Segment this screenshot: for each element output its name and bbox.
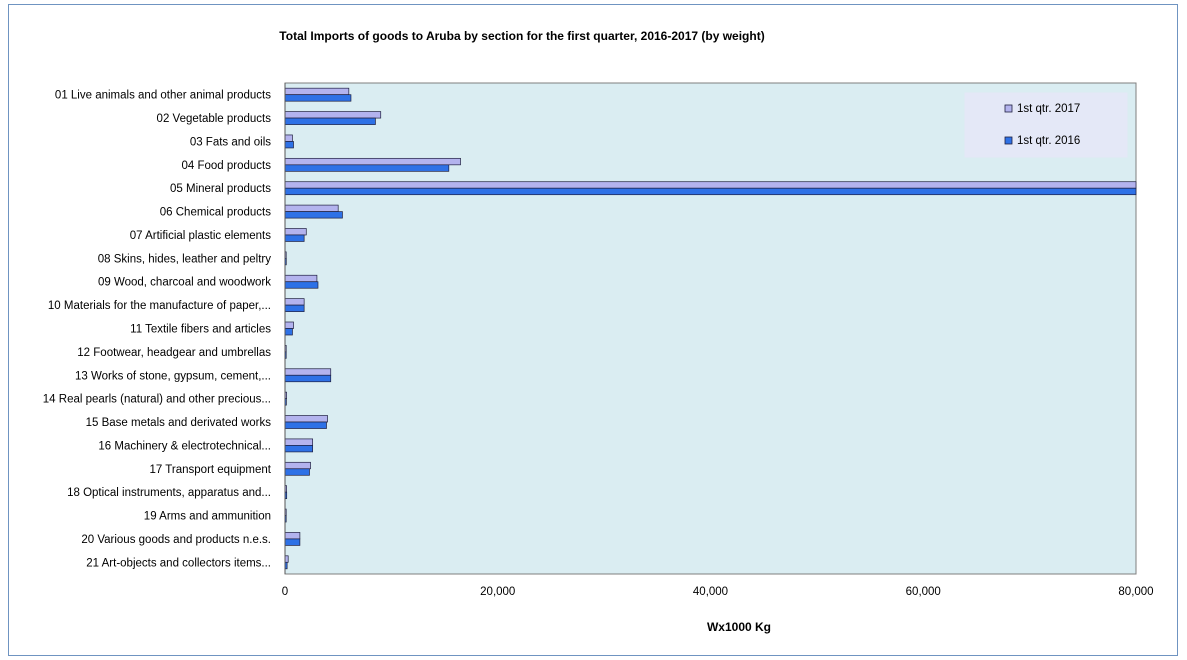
chart-frame: Total Imports of goods to Aruba by secti… bbox=[8, 4, 1178, 656]
category-label: 04 Food products bbox=[181, 160, 271, 172]
category-label: 06 Chemical products bbox=[160, 207, 271, 219]
bar-2016 bbox=[284, 304, 305, 312]
category-label: 16 Machinery & electrotechnical... bbox=[98, 440, 271, 452]
category-label: 13 Works of stone, gypsum, cement,... bbox=[75, 370, 271, 382]
category-label: 08 Skins, hides, leather and peltry bbox=[98, 253, 271, 265]
category-label: 10 Materials for the manufacture of pape… bbox=[48, 300, 271, 312]
category-label: 12 Footwear, headgear and umbrellas bbox=[77, 347, 271, 359]
bar-2016 bbox=[284, 421, 327, 429]
bar-2017 bbox=[284, 87, 350, 96]
bar-2016 bbox=[284, 187, 1137, 196]
bar-2016 bbox=[284, 468, 310, 476]
x-axis-label: Wx1000 Kg bbox=[707, 620, 771, 634]
legend-background bbox=[964, 92, 1128, 158]
bars-layer bbox=[284, 87, 1137, 570]
bar-chart: Total Imports of goods to Aruba by secti… bbox=[43, 29, 1154, 634]
category-label: 07 Artificial plastic elements bbox=[130, 230, 272, 242]
chart-title: Total Imports of goods to Aruba by secti… bbox=[279, 29, 764, 43]
category-label: 19 Arms and ammunition bbox=[144, 511, 271, 523]
bar-2017 bbox=[284, 438, 314, 446]
category-label: 18 Optical instruments, apparatus and... bbox=[67, 487, 271, 499]
bar-2017 bbox=[284, 415, 328, 423]
legend-label: 1st qtr. 2016 bbox=[1017, 135, 1080, 147]
bar-2017 bbox=[284, 368, 332, 376]
bar-2016 bbox=[284, 538, 301, 546]
bar-2016 bbox=[284, 281, 319, 289]
bar-2017 bbox=[284, 274, 318, 283]
bar-2016 bbox=[284, 117, 376, 125]
legend-swatch bbox=[1004, 104, 1013, 113]
bar-2016 bbox=[284, 445, 314, 453]
category-label: 09 Wood, charcoal and woodwork bbox=[98, 277, 271, 289]
category-label: 15 Base metals and derivated works bbox=[86, 417, 272, 429]
x-tick-label: 20,000 bbox=[480, 586, 515, 598]
legend: 1st qtr. 2017 1st qtr. 2016 bbox=[964, 92, 1128, 158]
x-tick-label: 0 bbox=[282, 586, 288, 598]
legend-swatch bbox=[1004, 136, 1013, 145]
bar-2016 bbox=[284, 234, 305, 242]
category-label: 01 Live animals and other animal product… bbox=[55, 90, 271, 102]
bar-2016 bbox=[284, 211, 343, 219]
legend-label: 1st qtr. 2017 bbox=[1017, 103, 1080, 115]
bar-2017 bbox=[284, 204, 339, 212]
category-label: 03 Fats and oils bbox=[190, 136, 271, 148]
bar-2016 bbox=[284, 328, 293, 336]
bar-2017 bbox=[284, 181, 1137, 189]
category-label: 05 Mineral products bbox=[170, 183, 271, 195]
bar-2017 bbox=[284, 461, 311, 470]
bar-2016 bbox=[284, 374, 332, 383]
x-tick-label: 80,000 bbox=[1118, 586, 1153, 598]
bar-2017 bbox=[284, 321, 294, 329]
bar-2017 bbox=[284, 228, 307, 236]
x-axis-ticks: 0 20,000 40,000 60,000 80,000 bbox=[282, 586, 1154, 598]
category-label: 11 Textile fibers and articles bbox=[130, 324, 271, 336]
x-tick-label: 60,000 bbox=[906, 586, 941, 598]
x-tick-label: 40,000 bbox=[693, 586, 728, 598]
bar-2017 bbox=[284, 298, 305, 306]
category-label: 14 Real pearls (natural) and other preci… bbox=[43, 394, 271, 406]
category-label: 21 Art-objects and collectors items... bbox=[86, 557, 271, 569]
bar-2016 bbox=[284, 141, 294, 149]
bar-2016 bbox=[284, 164, 450, 172]
category-label: 17 Transport equipment bbox=[150, 464, 272, 476]
category-label: 20 Various goods and products n.e.s. bbox=[81, 534, 271, 546]
category-label: 02 Vegetable products bbox=[157, 113, 272, 125]
bar-2017 bbox=[284, 532, 301, 540]
bar-2017 bbox=[284, 134, 293, 142]
bar-2017 bbox=[284, 157, 461, 166]
bar-2017 bbox=[284, 111, 382, 119]
category-labels: 01 Live animals and other animal product… bbox=[43, 90, 272, 570]
bar-2016 bbox=[284, 94, 352, 102]
